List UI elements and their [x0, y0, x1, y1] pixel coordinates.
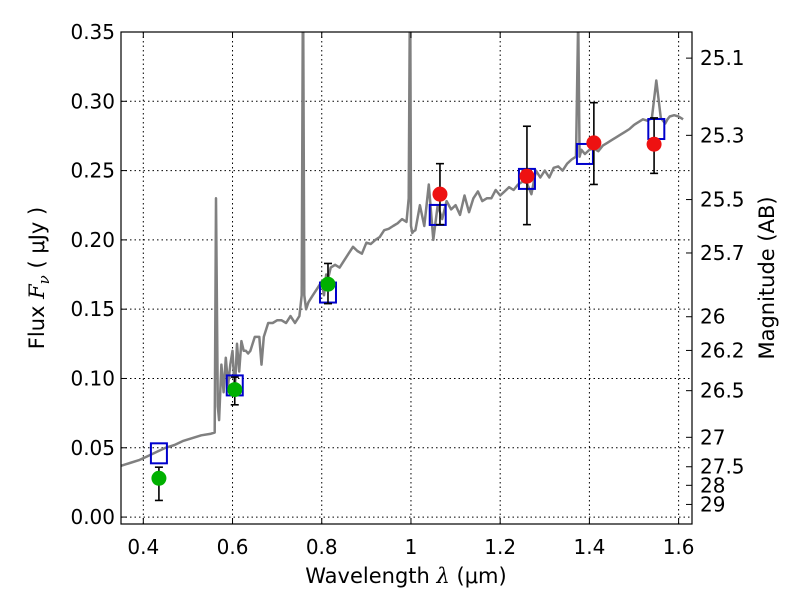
magnitude-tick-label: 25.1 [700, 46, 745, 70]
y-tick-label: 0.15 [70, 297, 115, 321]
x-tick-label: 0.6 [217, 535, 249, 559]
magnitude-tick-label: 27.5 [700, 455, 745, 479]
magnitude-tick-label: 26 [700, 305, 725, 329]
x-tick-label: 1.6 [663, 535, 695, 559]
y-tick-label: 0.35 [70, 20, 115, 44]
y-axis-title: Flux Fν ( μJy ) [25, 207, 53, 349]
plot-background [121, 32, 692, 524]
y-tick-labels: 0.00 0.05 0.10 0.15 0.20 0.25 0.30 0.35 [70, 20, 115, 529]
x-axis-symbol: λ [436, 564, 450, 588]
model-flux-square [149, 442, 168, 465]
photometry-point [586, 135, 602, 151]
magnitude-axis-title: Magnitude (AB) [755, 196, 779, 359]
y-axis-symbol: F [25, 283, 49, 300]
y-tick-label: 0.00 [70, 505, 115, 529]
magnitude-tick-label: 27 [700, 425, 725, 449]
magnitude-tick-label: 29 [700, 492, 725, 516]
axis-ticks [121, 31, 692, 524]
y-tick-label: 0.10 [70, 366, 115, 390]
marker-layer [149, 101, 666, 502]
photometry-point [646, 136, 662, 152]
magnitude-tick-label: 28 [700, 473, 725, 497]
photometry-point [227, 382, 243, 398]
magnitude-tick-label: 26.2 [700, 338, 745, 362]
plot-frame [120, 31, 693, 525]
x-tick-label: 0.8 [306, 535, 338, 559]
magnitude-tick-label: 25.3 [700, 123, 745, 147]
y-tick-label: 0.25 [70, 159, 115, 183]
magnitude-tick-label: 25.7 [700, 241, 745, 265]
photometry-point [320, 276, 336, 292]
model-flux-square [575, 142, 594, 165]
magnitude-tick-label: 26.5 [700, 379, 745, 403]
photometry-point [432, 186, 448, 202]
y-axis-subscript: ν [35, 275, 53, 284]
x-tick-label: 1 [405, 535, 418, 559]
y-tick-label: 0.20 [70, 228, 115, 252]
magnitude-tick-label: 25.5 [700, 188, 745, 212]
spectrum-line [121, 32, 684, 467]
y-tick-label: 0.05 [70, 436, 115, 460]
x-axis-title: Wavelength λ (μm) [305, 564, 506, 588]
spectrum-layer [121, 32, 684, 467]
photometry-point [151, 470, 167, 486]
x-tick-label: 1.2 [484, 535, 516, 559]
x-tick-label: 1.4 [573, 535, 605, 559]
x-tick-labels: 0.4 0.6 0.8 1 1.2 1.4 1.6 [127, 535, 694, 559]
photometry-point [519, 168, 535, 184]
x-tick-label: 0.4 [127, 535, 159, 559]
y-tick-label: 0.30 [70, 89, 115, 113]
